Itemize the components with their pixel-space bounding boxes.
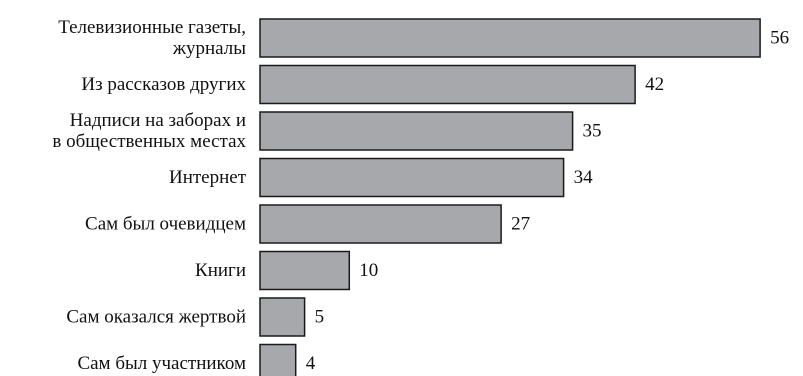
bar-value-label: 27: [511, 214, 530, 235]
category-label: журналы: [172, 38, 246, 59]
bar: [259, 250, 351, 291]
category-label: Телевизионные газеты,: [58, 17, 246, 38]
category-label: Книги: [195, 260, 246, 281]
bars: [259, 18, 761, 376]
category-label: Интернет: [169, 167, 247, 188]
bar: [259, 18, 761, 58]
bar-value-label: 35: [583, 121, 602, 142]
bar: [259, 157, 565, 198]
category-label: Сам был очевидцем: [85, 214, 246, 235]
bar: [259, 111, 574, 151]
value-labels: 56 42 35 34 27 10 5 4: [306, 28, 789, 375]
bar: [259, 343, 297, 376]
category-label: Надписи на заборах и: [70, 110, 246, 131]
bar-value-label: 42: [645, 74, 664, 95]
category-label: в общественных местах: [52, 131, 246, 152]
category-labels: Телевизионные газеты,журналы Из рассказов…: [52, 17, 246, 374]
bar-value-label: 34: [574, 167, 594, 188]
category-label: Сам оказался жертвой: [66, 307, 246, 328]
bar-value-label: 10: [359, 260, 378, 281]
bar-value-label: 4: [306, 353, 316, 374]
category-label: Из рассказов других: [81, 74, 246, 95]
category-label: Сам был участником: [77, 353, 246, 374]
bar-value-label: 56: [770, 28, 789, 49]
bar: [259, 64, 636, 105]
bar: [259, 297, 306, 337]
bar-value-label: 5: [315, 307, 325, 328]
bar: [259, 204, 502, 244]
